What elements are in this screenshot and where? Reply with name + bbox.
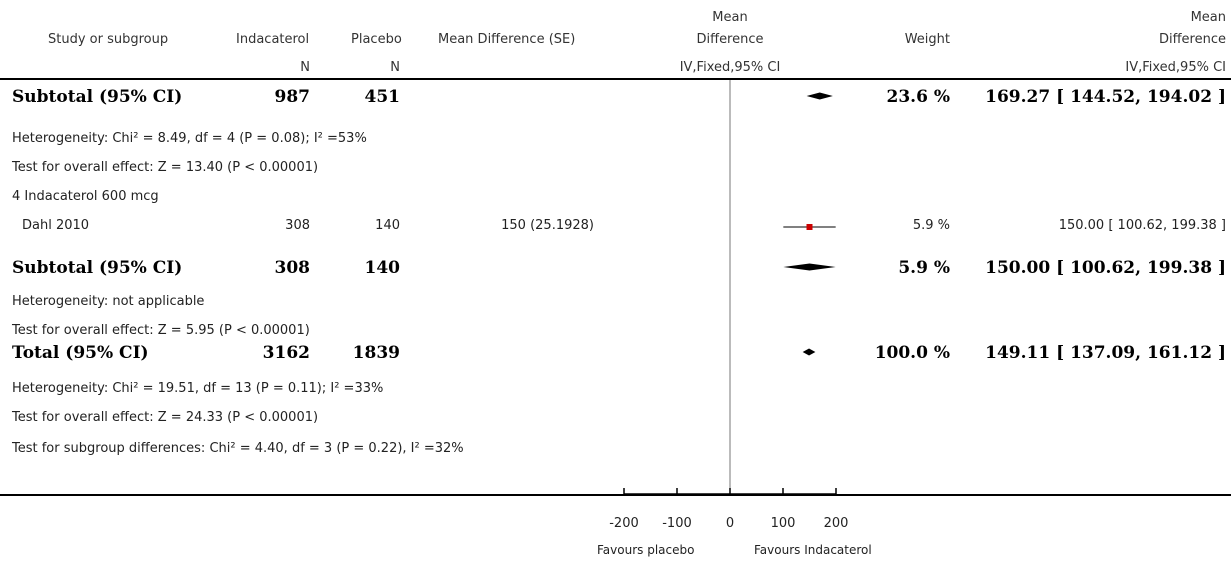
favours-placebo-label: Favours placebo xyxy=(597,543,695,557)
header-indacaterol-n: N xyxy=(300,60,310,75)
row-overall-effect-1: Test for overall effect: Z = 13.40 (P < … xyxy=(12,160,319,175)
row-subtotal-ci: 169.27 [ 144.52, 194.02 ] xyxy=(985,87,1226,107)
row-heterogeneity-1: Heterogeneity: Chi² = 8.49, df = 4 (P = … xyxy=(12,131,367,147)
row-total-n2: 1839 xyxy=(352,343,400,363)
header-plot-l1: Mean xyxy=(712,10,748,25)
row-total-weight: 100.0 % xyxy=(874,343,950,363)
row-total-label: Total (95% CI) xyxy=(12,343,149,363)
header-rule xyxy=(0,78,1231,80)
row-heterogeneity-3: Heterogeneity: Chi² = 19.51, df = 13 (P … xyxy=(12,381,384,396)
row-subtotal2-n1: 308 xyxy=(274,258,311,278)
tick-label-neg200: -200 xyxy=(609,516,639,531)
tick-label-200: 200 xyxy=(823,516,849,531)
row-subtotal2-ci: 150.00 [ 100.62, 199.38 ] xyxy=(985,258,1226,278)
favours-indacaterol-label: Favours Indacaterol xyxy=(754,543,872,557)
row-study-dahl-se: 150 (25.1928) xyxy=(501,218,594,233)
header-weight: Weight xyxy=(904,32,950,47)
row-subtotal-weight: 23.6 % xyxy=(886,87,950,107)
footer-rule xyxy=(0,494,1231,496)
header-study: Study or subgroup xyxy=(48,32,169,47)
row-subtotal2-n2: 140 xyxy=(364,258,401,278)
header-plot-sub: IV,Fixed,95% CI xyxy=(679,60,781,75)
row-study-dahl-label: Dahl 2010 xyxy=(22,218,90,233)
row-total-n1: 3162 xyxy=(262,343,310,363)
row-subgroup-differences: Test for subgroup differences: Chi² = 4.… xyxy=(12,441,464,456)
tick-label-100: 100 xyxy=(770,516,796,531)
study-box-0 xyxy=(806,224,813,230)
header-result-l2: Difference xyxy=(1158,32,1226,47)
header-md-se: Mean Difference (SE) xyxy=(438,32,576,47)
row-overall-effect-3: Test for overall effect: Z = 24.33 (P < … xyxy=(12,410,319,425)
row-subtotal-label: Subtotal (95% CI) xyxy=(12,87,183,107)
header-result-sub: IV,Fixed,95% CI xyxy=(1125,60,1226,75)
summary-diamond-1 xyxy=(783,263,836,271)
heterogeneity-1-text: Heterogeneity: Chi² = 8.49, df = 4 (P = … xyxy=(12,131,367,146)
summary-diamond-0 xyxy=(806,92,833,100)
row-subtotal2-label: Subtotal (95% CI) xyxy=(12,258,183,278)
header-result-l1: Mean xyxy=(1190,10,1226,25)
row-subtotal-n1: 987 xyxy=(274,87,311,107)
row-study-dahl-n2: 140 xyxy=(375,218,400,233)
row-study-dahl-weight: 5.9 % xyxy=(912,218,950,233)
row-heterogeneity-2: Heterogeneity: not applicable xyxy=(12,294,205,309)
tick-label-neg100: -100 xyxy=(662,516,692,531)
summary-diamond-2 xyxy=(802,348,816,356)
tick-label-0: 0 xyxy=(725,516,735,531)
row-subgroup-title: 4 Indacaterol 600 mcg xyxy=(12,189,159,204)
header-placebo: Placebo xyxy=(351,32,402,47)
header-indacaterol: Indacaterol xyxy=(236,32,310,47)
row-subtotal2-weight: 5.9 % xyxy=(898,258,950,278)
row-total-ci: 149.11 [ 137.09, 161.12 ] xyxy=(985,343,1226,363)
row-subtotal-n2: 451 xyxy=(364,87,401,107)
row-study-dahl-n1: 308 xyxy=(285,218,310,233)
row-overall-effect-2: Test for overall effect: Z = 5.95 (P < 0… xyxy=(12,323,310,338)
row-study-dahl-ci: 150.00 [ 100.62, 199.38 ] xyxy=(1058,218,1226,233)
header-placebo-n: N xyxy=(390,60,400,75)
header-plot-l2: Difference xyxy=(696,32,764,47)
